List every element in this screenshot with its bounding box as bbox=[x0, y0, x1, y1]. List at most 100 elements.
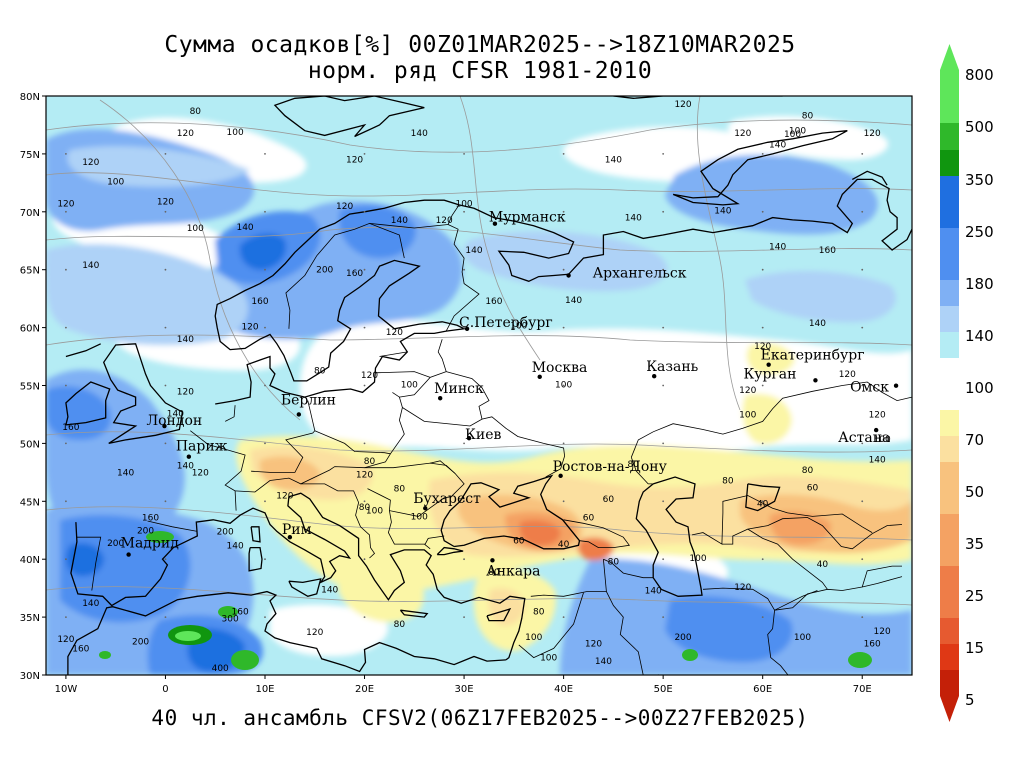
grid-dot bbox=[463, 384, 465, 387]
grid-dot bbox=[463, 616, 465, 618]
contour-label: 140 bbox=[117, 468, 134, 478]
city-dot bbox=[873, 427, 879, 433]
grid-dot bbox=[562, 616, 565, 618]
contour-label: 80 bbox=[722, 476, 734, 486]
country-border bbox=[430, 460, 456, 474]
city-label: Мадрид bbox=[121, 536, 180, 552]
coastline bbox=[70, 492, 526, 661]
city-label: С.Петербург bbox=[459, 315, 553, 331]
legend-arrow-down bbox=[940, 696, 959, 722]
contour-label: 140 bbox=[769, 243, 786, 253]
grid-dot bbox=[562, 384, 565, 387]
contour-label: 60 bbox=[583, 514, 595, 524]
city-dot bbox=[162, 423, 167, 429]
contour-label: 120 bbox=[356, 471, 373, 481]
grid-dot bbox=[363, 616, 366, 618]
lat-label: 70N bbox=[20, 208, 40, 219]
contour-label: 200 bbox=[217, 527, 234, 537]
legend-label: 15 bbox=[965, 639, 984, 657]
grid-dot bbox=[363, 153, 366, 155]
contour-label: 160 bbox=[142, 514, 159, 524]
country-border bbox=[374, 371, 431, 378]
city-dot bbox=[813, 378, 818, 383]
contour-label: 160 bbox=[864, 640, 881, 650]
grid-dot bbox=[861, 500, 864, 503]
country-border bbox=[225, 405, 236, 422]
legend-label: 800 bbox=[965, 66, 994, 84]
country-border bbox=[190, 430, 246, 511]
legend-label: 70 bbox=[965, 431, 984, 449]
grid-dot bbox=[761, 384, 764, 387]
grid-dot bbox=[662, 500, 665, 503]
legend-swatch bbox=[940, 618, 959, 644]
contour-label: 100 bbox=[107, 178, 124, 188]
grid-dot bbox=[164, 442, 167, 445]
contour-label: 80 bbox=[314, 366, 326, 376]
contour-label: 400 bbox=[212, 664, 229, 674]
contour-label: 160 bbox=[819, 246, 836, 256]
contour-label: 80 bbox=[394, 620, 406, 630]
grid-dot bbox=[761, 500, 764, 503]
contour-label: 80 bbox=[359, 503, 371, 513]
coastline bbox=[67, 590, 506, 675]
coastline bbox=[214, 178, 912, 405]
contour-label: 200 bbox=[132, 637, 149, 647]
contour-label: 120 bbox=[734, 583, 751, 593]
city-dot bbox=[558, 473, 563, 479]
grid-dot bbox=[562, 558, 565, 561]
color-legend: 800 500 350 250 180 140 100 70 50 35 25 15 5 bbox=[940, 44, 994, 722]
grid-dot bbox=[662, 558, 665, 561]
country-border bbox=[630, 381, 912, 458]
contour-label: 160 bbox=[62, 423, 79, 433]
city-label: Омск bbox=[850, 380, 889, 396]
lat-label: 55N bbox=[20, 382, 40, 393]
lat-label: 60N bbox=[20, 324, 40, 335]
country-border bbox=[606, 591, 644, 675]
contour-label: 60 bbox=[513, 537, 525, 547]
city-dot bbox=[287, 534, 293, 540]
grid-dot bbox=[662, 442, 665, 445]
legend-swatch bbox=[940, 670, 959, 696]
country-border bbox=[721, 528, 828, 590]
lat-label: 30N bbox=[20, 671, 40, 682]
coastline bbox=[399, 609, 429, 618]
legend-swatch bbox=[940, 176, 959, 228]
contour-label: 140 bbox=[321, 585, 338, 595]
grid-dot bbox=[761, 268, 764, 271]
legend-swatch bbox=[940, 514, 959, 566]
contour-label: 140 bbox=[82, 261, 99, 271]
grid-dot bbox=[363, 384, 366, 387]
contour-label: 140 bbox=[82, 599, 99, 609]
city-label: Рим bbox=[282, 522, 312, 538]
legend-swatch bbox=[940, 123, 959, 150]
contour-label: 300 bbox=[222, 614, 239, 624]
city-label: Киев bbox=[465, 427, 501, 443]
grid-dot bbox=[65, 210, 67, 213]
city-label: Лондон bbox=[146, 413, 202, 429]
contour-label: 140 bbox=[769, 141, 786, 151]
contour-label: 140 bbox=[177, 335, 194, 345]
city-dot bbox=[492, 221, 498, 226]
city-dot bbox=[537, 374, 542, 380]
contour-lines bbox=[46, 96, 912, 606]
grid-dot bbox=[861, 384, 864, 387]
contour-label: 80 bbox=[488, 568, 500, 578]
legend-label: 140 bbox=[965, 327, 994, 345]
city-label: Екатеринбург bbox=[761, 348, 865, 364]
contour-label: 100 bbox=[411, 512, 428, 522]
grid-dot bbox=[65, 384, 67, 387]
contour-label: 40 bbox=[757, 500, 769, 510]
country-border bbox=[702, 587, 789, 675]
city-dot bbox=[490, 558, 495, 563]
country-border bbox=[630, 457, 654, 485]
contour-label: 200 bbox=[107, 539, 124, 549]
legend-label: 350 bbox=[965, 171, 994, 189]
country-border bbox=[147, 520, 198, 532]
grid-dot bbox=[761, 558, 764, 561]
grid-dot bbox=[363, 500, 366, 503]
contour-label: 120 bbox=[241, 322, 258, 332]
city-label: Архангельск bbox=[593, 265, 687, 281]
legend-label: 100 bbox=[965, 379, 994, 397]
grid-dot bbox=[463, 210, 465, 213]
grid-dot bbox=[264, 500, 266, 503]
